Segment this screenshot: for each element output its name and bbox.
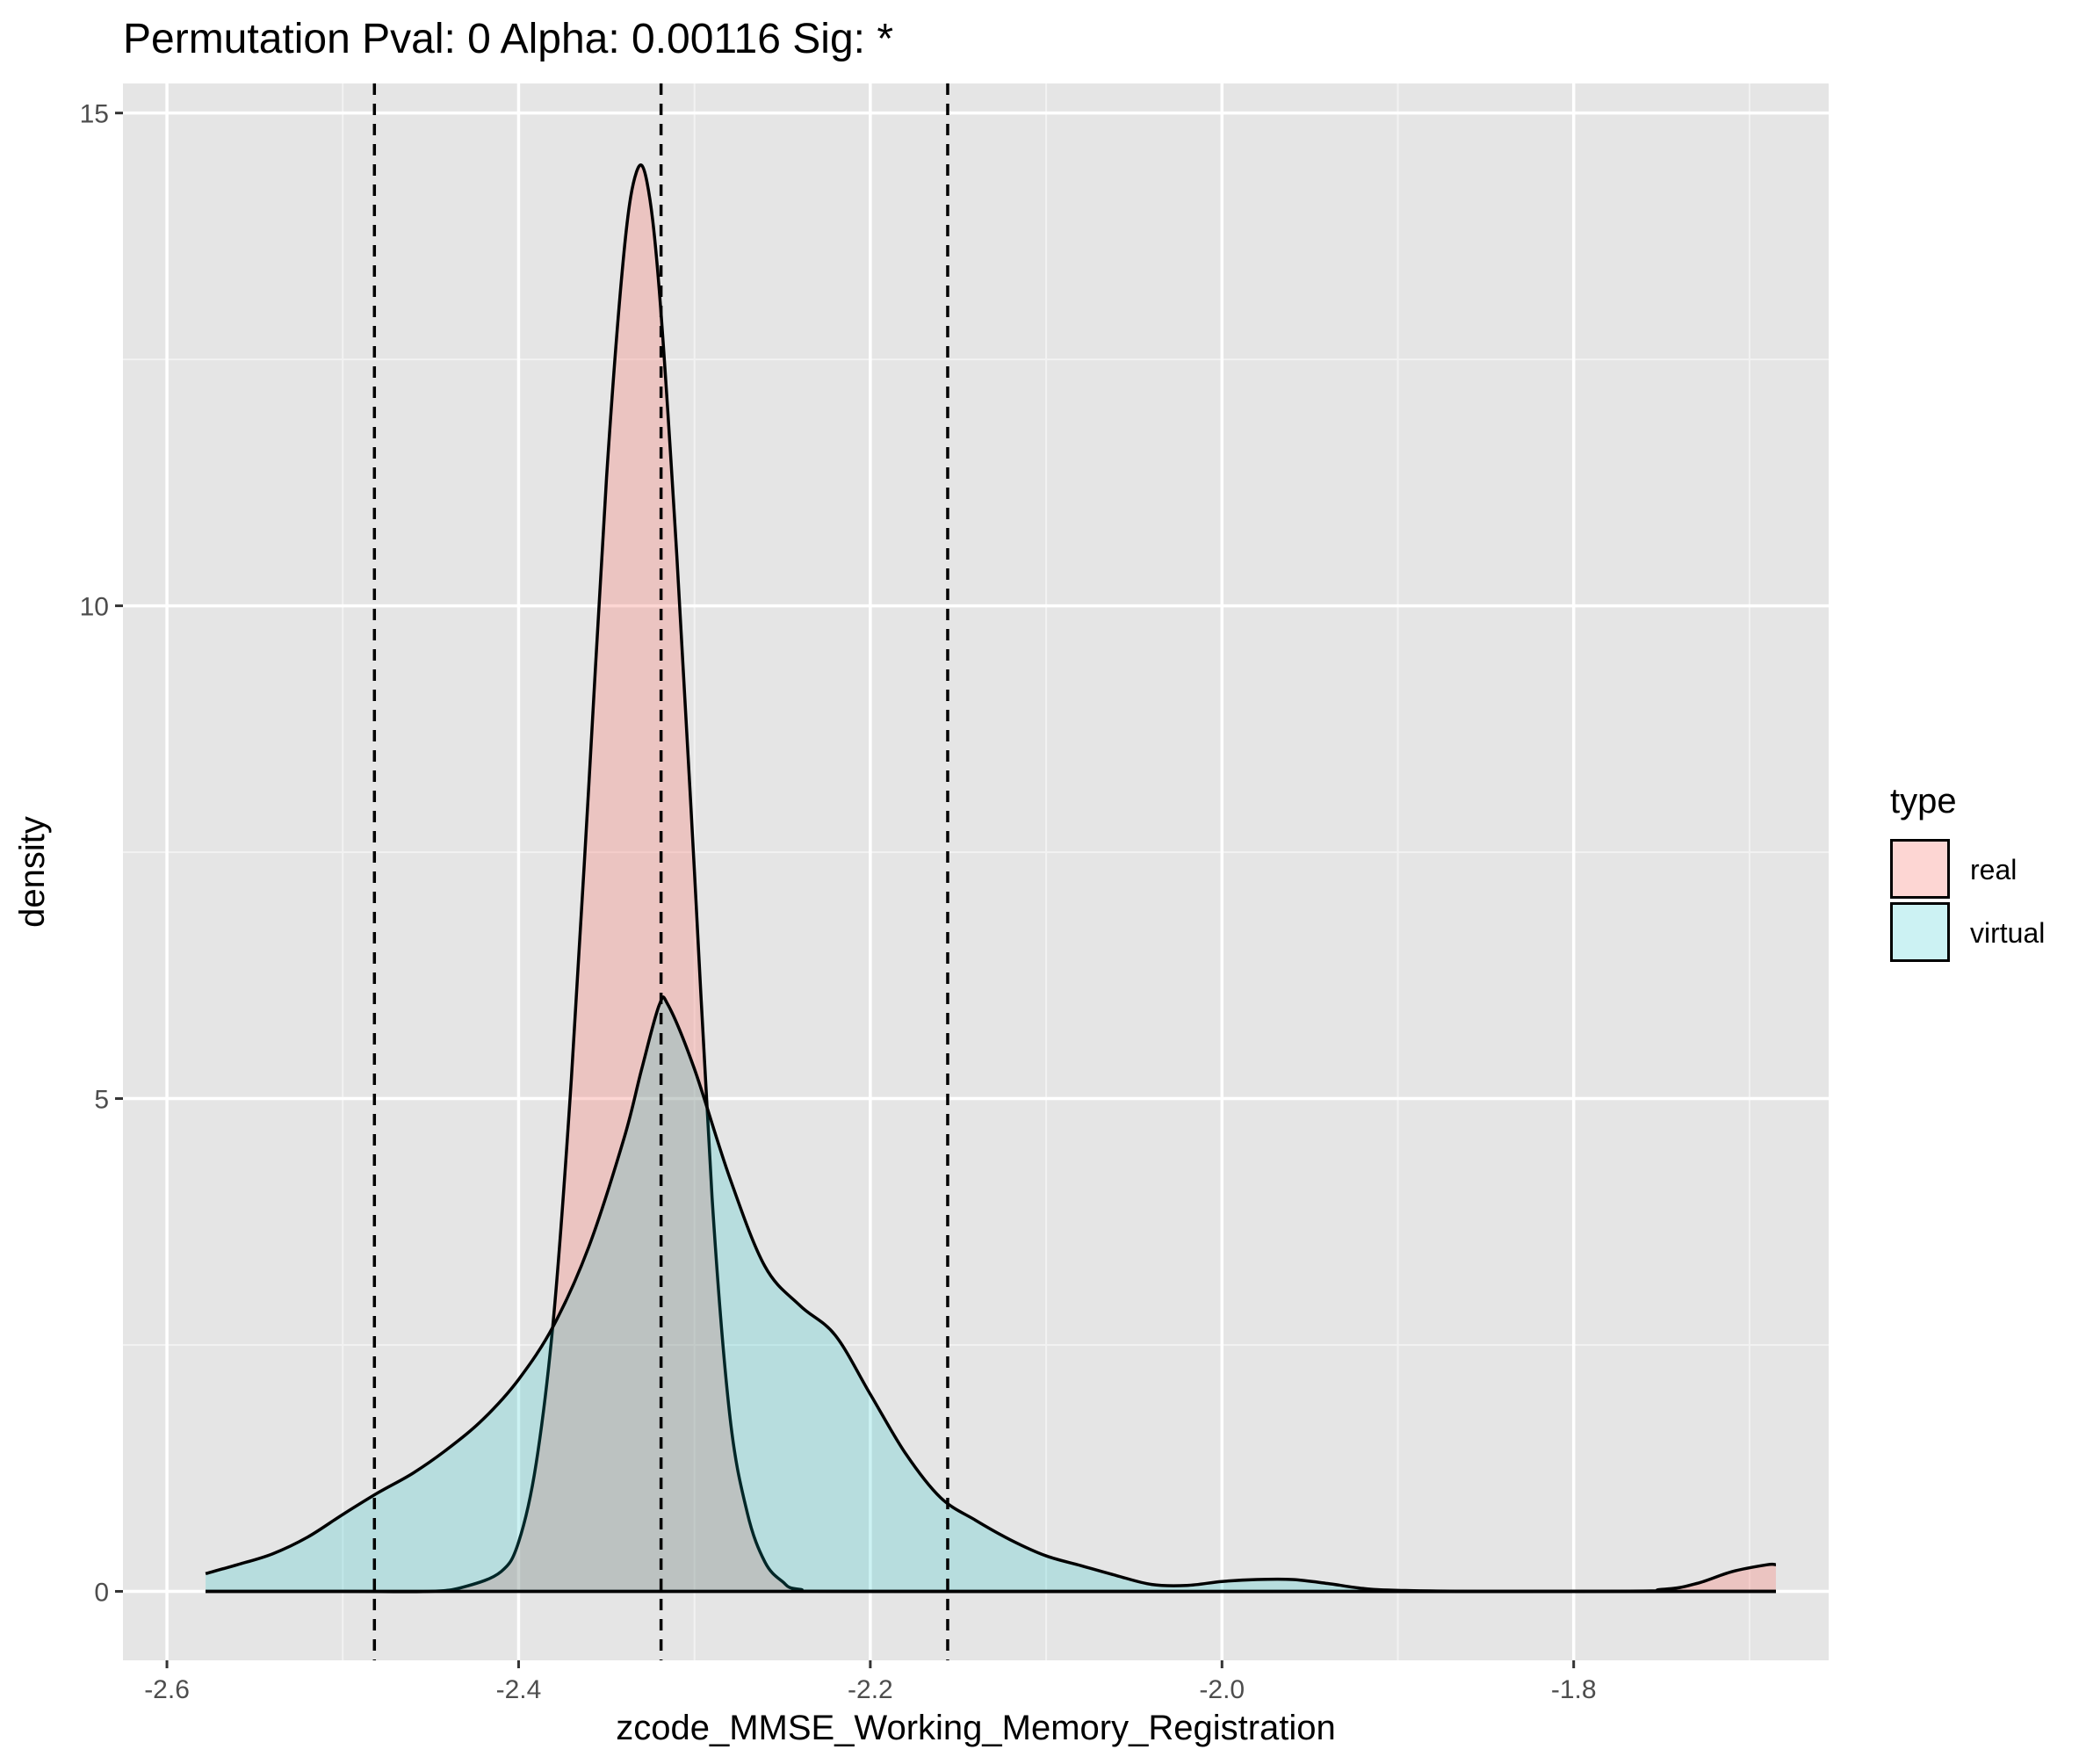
chart-title: Permutation Pval: 0 Alpha: 0.00116 Sig: … <box>123 16 893 62</box>
y-tick-label: 15 <box>80 100 109 129</box>
y-tick-label: 0 <box>94 1578 109 1607</box>
legend-title: type <box>1890 782 1957 821</box>
reference-lines <box>372 83 949 1660</box>
x-axis-title: zcode_MMSE_Working_Memory_Registration <box>616 1709 1336 1747</box>
x-tick-label: -2.6 <box>144 1675 190 1704</box>
density-line-virtual <box>205 995 1776 1594</box>
x-tick-label: -2.4 <box>496 1675 542 1704</box>
x-axis: -2.6 -2.4 -2.2 -2.0 -1.8 <box>144 1660 1597 1704</box>
legend-key-bg <box>1890 839 1950 899</box>
y-axis: 0 5 10 15 <box>80 100 123 1607</box>
legend-label-real: real <box>1970 854 2017 886</box>
y-tick-label: 5 <box>94 1086 109 1115</box>
plot-panel <box>123 83 1829 1660</box>
x-tick-label: -2.0 <box>1199 1675 1245 1704</box>
y-axis-title: density <box>13 816 52 928</box>
legend-key-virtual <box>1890 902 1950 962</box>
density-areas <box>205 163 1777 1594</box>
x-tick-label: -1.8 <box>1551 1675 1597 1704</box>
area-virtual <box>206 996 1776 1592</box>
legend-label-virtual: virtual <box>1970 917 2045 949</box>
legend-key-bg <box>1890 902 1950 962</box>
legend-key-real <box>1890 839 1950 899</box>
area-real <box>206 164 1776 1592</box>
legend: type real virtual <box>1890 782 2045 962</box>
y-tick-label: 10 <box>80 593 109 622</box>
x-tick-label: -2.2 <box>848 1675 893 1704</box>
